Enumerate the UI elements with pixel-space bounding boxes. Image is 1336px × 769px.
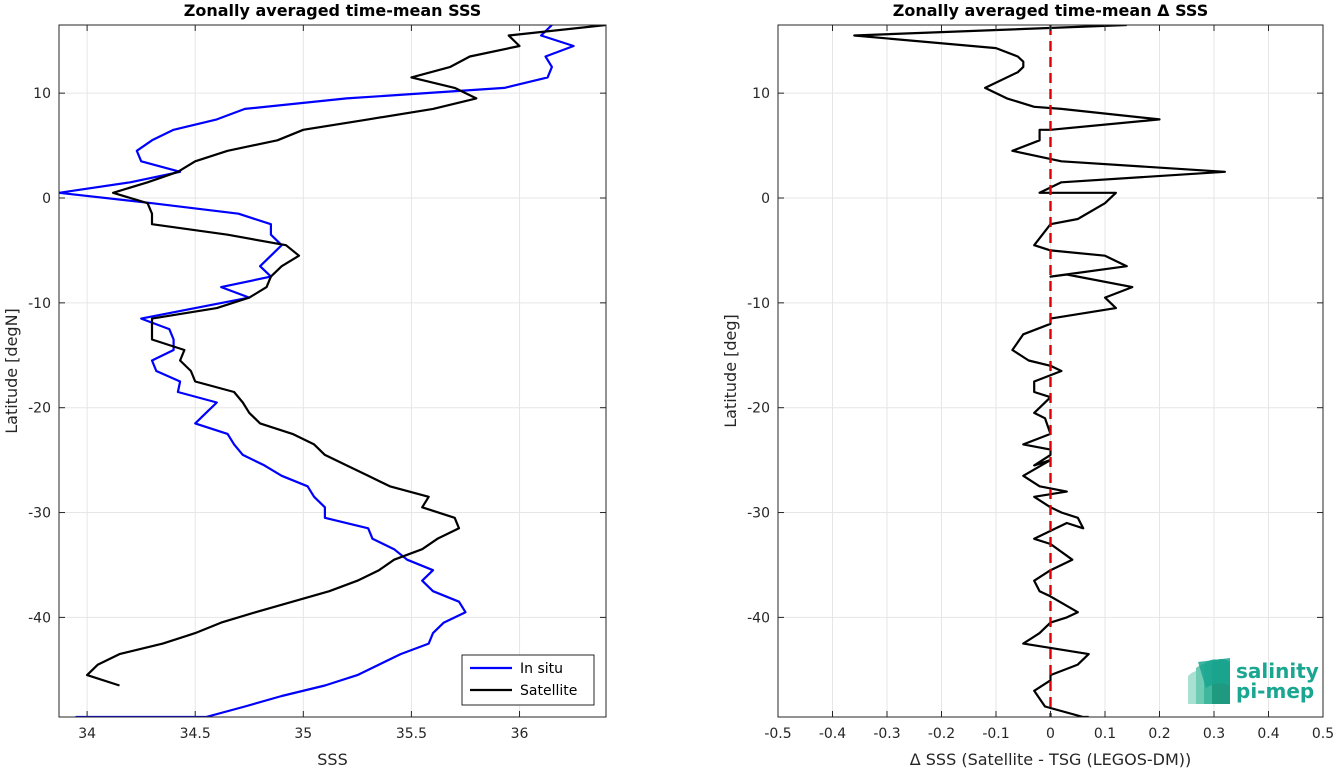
panel-delta-sss: -0.5 -0.4 -0.3 -0.2 -0.1 0 0.1 0.2 0.3 0.4 0.5 10 0 -… — [721, 1, 1334, 769]
y-axis-label-delta-sss: Latitude [deg] — [721, 314, 740, 428]
x-axis-label-sss: SSS — [317, 750, 347, 769]
plot-frame-sss — [58, 24, 607, 718]
x-tick-label: 34 — [78, 726, 96, 742]
chart-title-delta-sss: Zonally averaged time-mean Δ SSS — [893, 1, 1209, 20]
y-tick-label: -20 — [747, 401, 770, 417]
ticks-delta-sss: -0.5 -0.4 -0.3 -0.2 -0.1 0 0.1 0.2 0.3 0.4 0.5 10 0 -… — [747, 25, 1334, 742]
series-line-in-situ — [59, 25, 575, 717]
y-tick-label: 10 — [752, 86, 770, 102]
logo-text-pi-mep: pi-mep — [1236, 679, 1314, 703]
y-tick-label: -30 — [28, 506, 51, 522]
y-tick-label: 10 — [33, 86, 51, 102]
x-tick-label: 0.5 — [1312, 726, 1334, 742]
x-axis-label-delta-sss: Δ SSS (Satellite - TSG (LEGOS-DM)) — [910, 750, 1192, 769]
x-tick-label: -0.4 — [819, 726, 846, 742]
ticks-sss: 34 34.5 35 35.5 36 10 0 -10 -20 -30 -40 — [28, 25, 606, 742]
series-layer-delta-sss — [853, 25, 1227, 717]
y-axis-label-sss: Latitude [degN] — [2, 308, 21, 434]
legend-box — [461, 654, 595, 706]
y-tick-label: -40 — [747, 610, 770, 626]
y-tick-label: 0 — [761, 191, 770, 207]
x-tick-label: 0.4 — [1257, 726, 1279, 742]
x-tick-label: 0.3 — [1203, 726, 1225, 742]
x-tick-label: 0.2 — [1148, 726, 1170, 742]
legend-label-in-situ: In situ — [520, 661, 563, 677]
x-tick-label: -0.2 — [928, 726, 955, 742]
x-tick-label: 0.1 — [1094, 726, 1116, 742]
x-tick-label: 35 — [294, 726, 312, 742]
y-tick-label: -40 — [28, 610, 51, 626]
legend: In situ Satellite — [461, 654, 595, 706]
grid-sss — [59, 25, 606, 717]
series-layer-sss — [59, 25, 606, 717]
chart-title-sss: Zonally averaged time-mean SSS — [184, 1, 482, 20]
x-tick-label: 0 — [1046, 726, 1055, 742]
series-line-series-0 — [853, 25, 1227, 717]
y-tick-label: -20 — [28, 401, 51, 417]
y-tick-label: -10 — [747, 296, 770, 312]
salinity-pi-mep-logo: salinity pi-mep — [1188, 658, 1319, 704]
y-tick-label: -30 — [747, 506, 770, 522]
x-tick-label: 35.5 — [396, 726, 427, 742]
x-tick-label: -0.3 — [873, 726, 900, 742]
y-tick-label: 0 — [42, 191, 51, 207]
series-line-satellite — [85, 25, 606, 687]
panel-sss: 34 34.5 35 35.5 36 10 0 -10 -20 -30 -40 Zonally av… — [2, 1, 607, 769]
y-tick-label: -10 — [28, 296, 51, 312]
x-tick-label: -0.1 — [982, 726, 1009, 742]
legend-label-satellite: Satellite — [520, 683, 577, 699]
x-tick-label: 34.5 — [180, 726, 211, 742]
wave-logo-icon — [1188, 658, 1230, 704]
x-tick-label: -0.5 — [764, 726, 791, 742]
logo-text-salinity: salinity — [1236, 659, 1319, 683]
x-tick-label: 36 — [511, 726, 529, 742]
plot-area-sss — [59, 25, 606, 717]
